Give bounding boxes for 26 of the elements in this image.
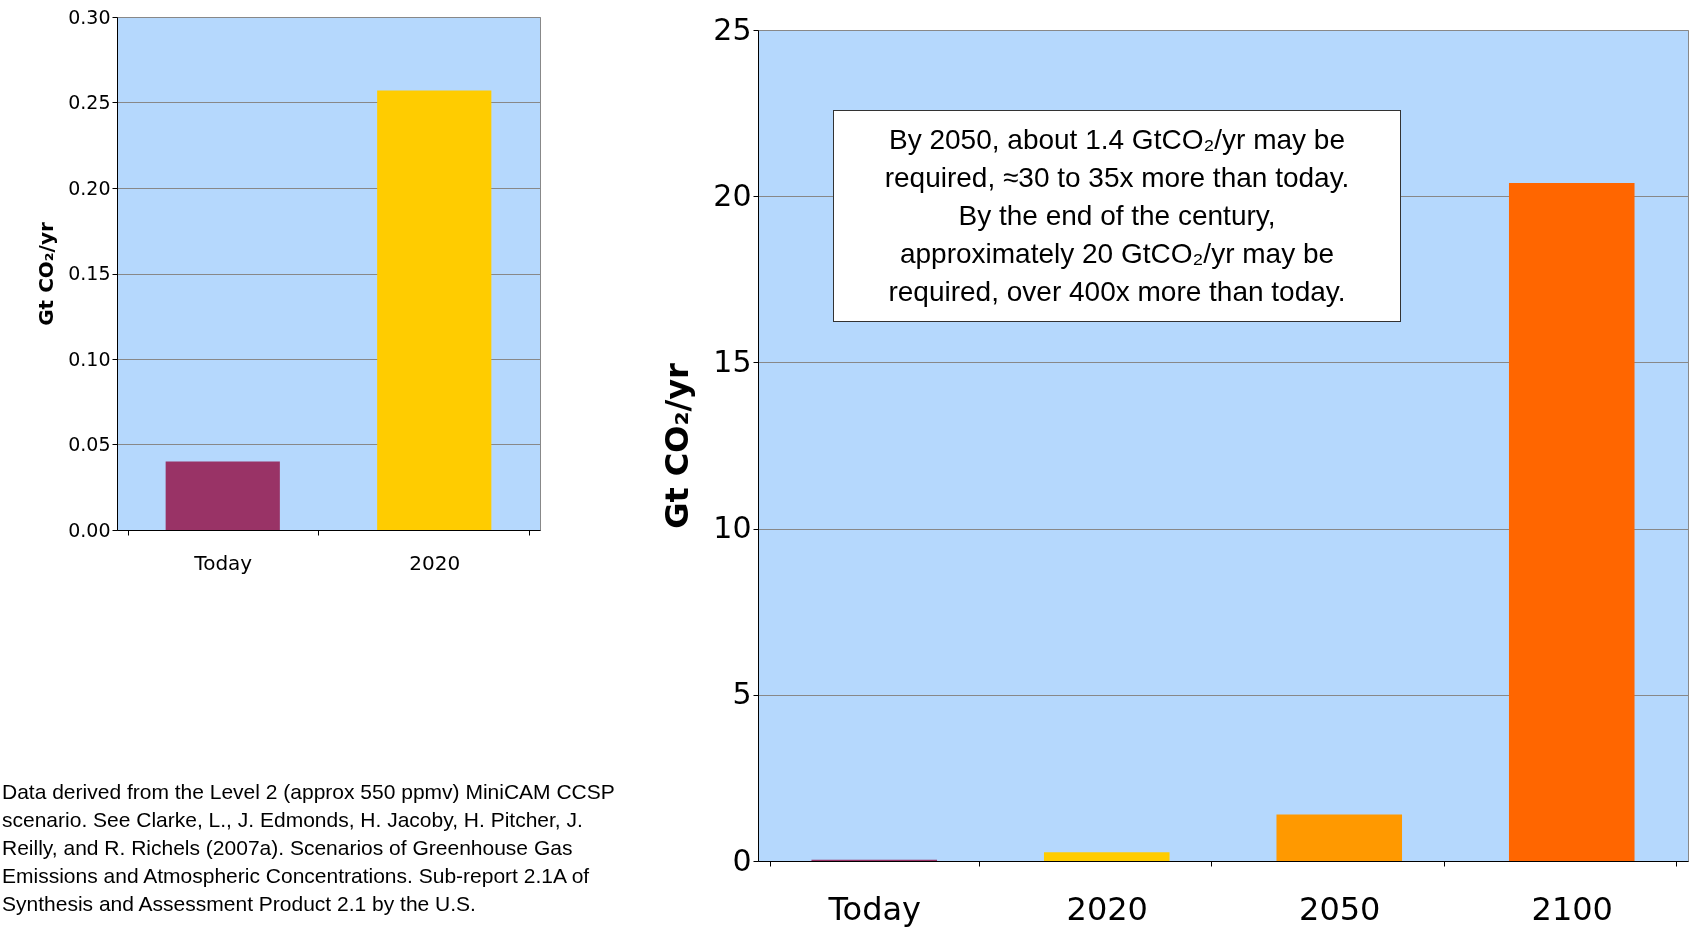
y-tick-label: 5 (732, 676, 752, 712)
y-tick-label: 15 (713, 343, 752, 379)
bar (1043, 852, 1170, 861)
bar (1276, 814, 1403, 861)
y-tick-label: 0.05 (68, 433, 111, 455)
y-tick-label: 20 (713, 177, 752, 213)
text: Data derived from the Level 2 (approx 550 ppmv) MiniCAM CCSP scenario. See Clarke, L., J. Edmonds, H. Jacoby, H. Pitcher, J. Reilly, and R. Richels (2007a). Scenarios of Greenhouse Gas Emissions and Atmospheric Concentrations. Sub-report 2.1A of Synthesis and Assessment Product 2.1 by the U.S. (2, 779, 616, 917)
x-tick-label: 2020 (409, 550, 461, 575)
y-tick-label: 0 (732, 842, 752, 878)
x-tick-label: Today (827, 890, 922, 929)
y-tick-label: 0.20 (68, 176, 111, 199)
y-tick-label: 0.00 (68, 518, 111, 541)
x-tick-label: 2020 (1066, 890, 1148, 929)
y-tick-label: 10 (713, 510, 752, 546)
y-tick-label: 0.10 (68, 347, 111, 370)
x-tick-label: 2050 (1299, 890, 1381, 929)
text-box: By 2050, about 1.4 GtCO₂/yr may be required, ≈30 to 35x more than today. By the end of the century, approximately 20 GtCO₂/yr may be required, over 400x more than today. (833, 110, 1401, 322)
y-axis-title: Gt CO₂/yr (658, 362, 697, 529)
x-tick-label: Today (193, 550, 253, 575)
y-tick-label: 0.30 (68, 5, 111, 28)
y-axis-title: Gt CO₂/yr (33, 222, 58, 326)
y-tick-label: 0.25 (68, 91, 111, 113)
y-tick-label: 25 (713, 11, 752, 47)
x-tick-label: 2100 (1531, 890, 1613, 929)
y-tick-label: 0.15 (68, 262, 111, 284)
bar (1508, 182, 1635, 861)
